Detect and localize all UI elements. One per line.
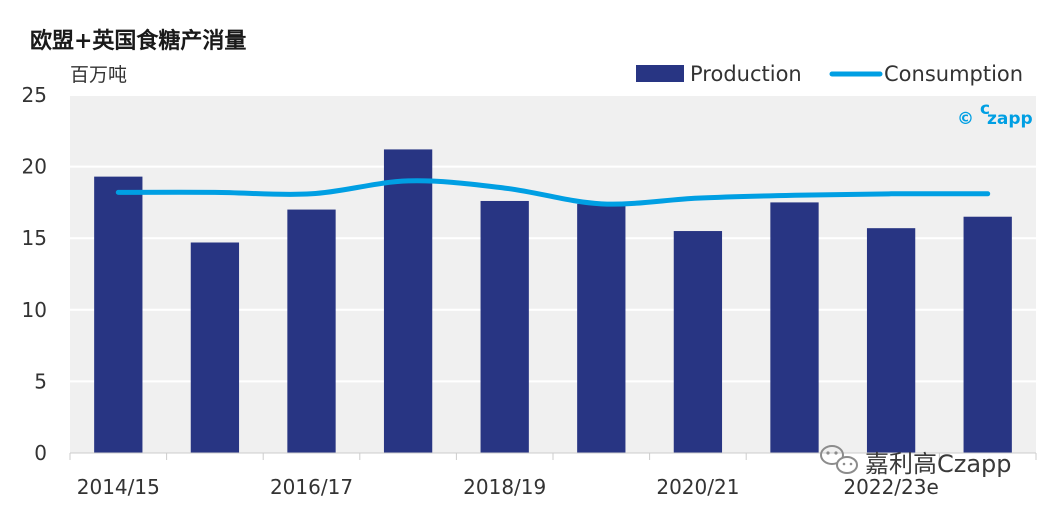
production-bars	[94, 149, 1012, 453]
x-axis-ticks	[69, 453, 1037, 460]
x-tick-label-2018/19: 2018/19	[463, 475, 546, 499]
legend-label-production: Production	[690, 62, 802, 86]
wechat-icon	[820, 445, 858, 474]
legend-swatch-production	[636, 65, 684, 82]
source-badge-text: 嘉利高Czapp	[865, 450, 1012, 478]
czapp-watermark: © c zapp	[957, 99, 1033, 129]
x-axis-tick-labels: 2014/15 2016/17 2018/19 2020/21 2022/23e	[77, 475, 939, 499]
bar-production-2014/15	[94, 176, 143, 453]
consumption-line	[115, 178, 991, 207]
bar-production-2015/16	[190, 242, 240, 453]
bar-production-2017/18	[383, 149, 433, 453]
bar-production-2023/24e	[963, 216, 1012, 453]
bar-production-2020/21	[673, 231, 723, 453]
bar-production-2021/22	[770, 202, 819, 453]
chart-title: 欧盟+英国食糖产消量	[30, 28, 246, 54]
legend-label-consumption: Consumption	[884, 62, 1023, 86]
watermark-superscript: c	[980, 99, 990, 119]
y-tick-label-20: 20	[22, 155, 47, 179]
x-tick-label-2016/17: 2016/17	[270, 475, 353, 499]
bar-production-2016/17	[287, 209, 336, 453]
bar-production-2019/20	[577, 203, 626, 453]
y-tick-label-15: 15	[22, 226, 47, 250]
bar-production-2022/23e	[866, 228, 916, 453]
y-tick-label-0: 0	[34, 441, 47, 465]
bar-production-2018/19	[480, 200, 529, 453]
y-tick-label-10: 10	[22, 298, 47, 322]
y-tick-label-5: 5	[34, 369, 47, 393]
copyright-icon: ©	[957, 109, 974, 129]
x-tick-label-2014/15: 2014/15	[77, 475, 160, 499]
y-tick-label-25: 25	[22, 83, 47, 107]
legend: Production Consumption	[636, 62, 1023, 86]
source-badge: 嘉利高Czapp	[820, 445, 1012, 478]
watermark-brand: zapp	[987, 109, 1033, 129]
x-tick-label-2022/23e: 2022/23e	[843, 475, 938, 499]
y-axis-tick-labels: 0 5 10 15 20 25	[22, 83, 47, 465]
y-axis-unit-label: 百万吨	[70, 64, 127, 86]
x-tick-label-2020/21: 2020/21	[656, 475, 739, 499]
